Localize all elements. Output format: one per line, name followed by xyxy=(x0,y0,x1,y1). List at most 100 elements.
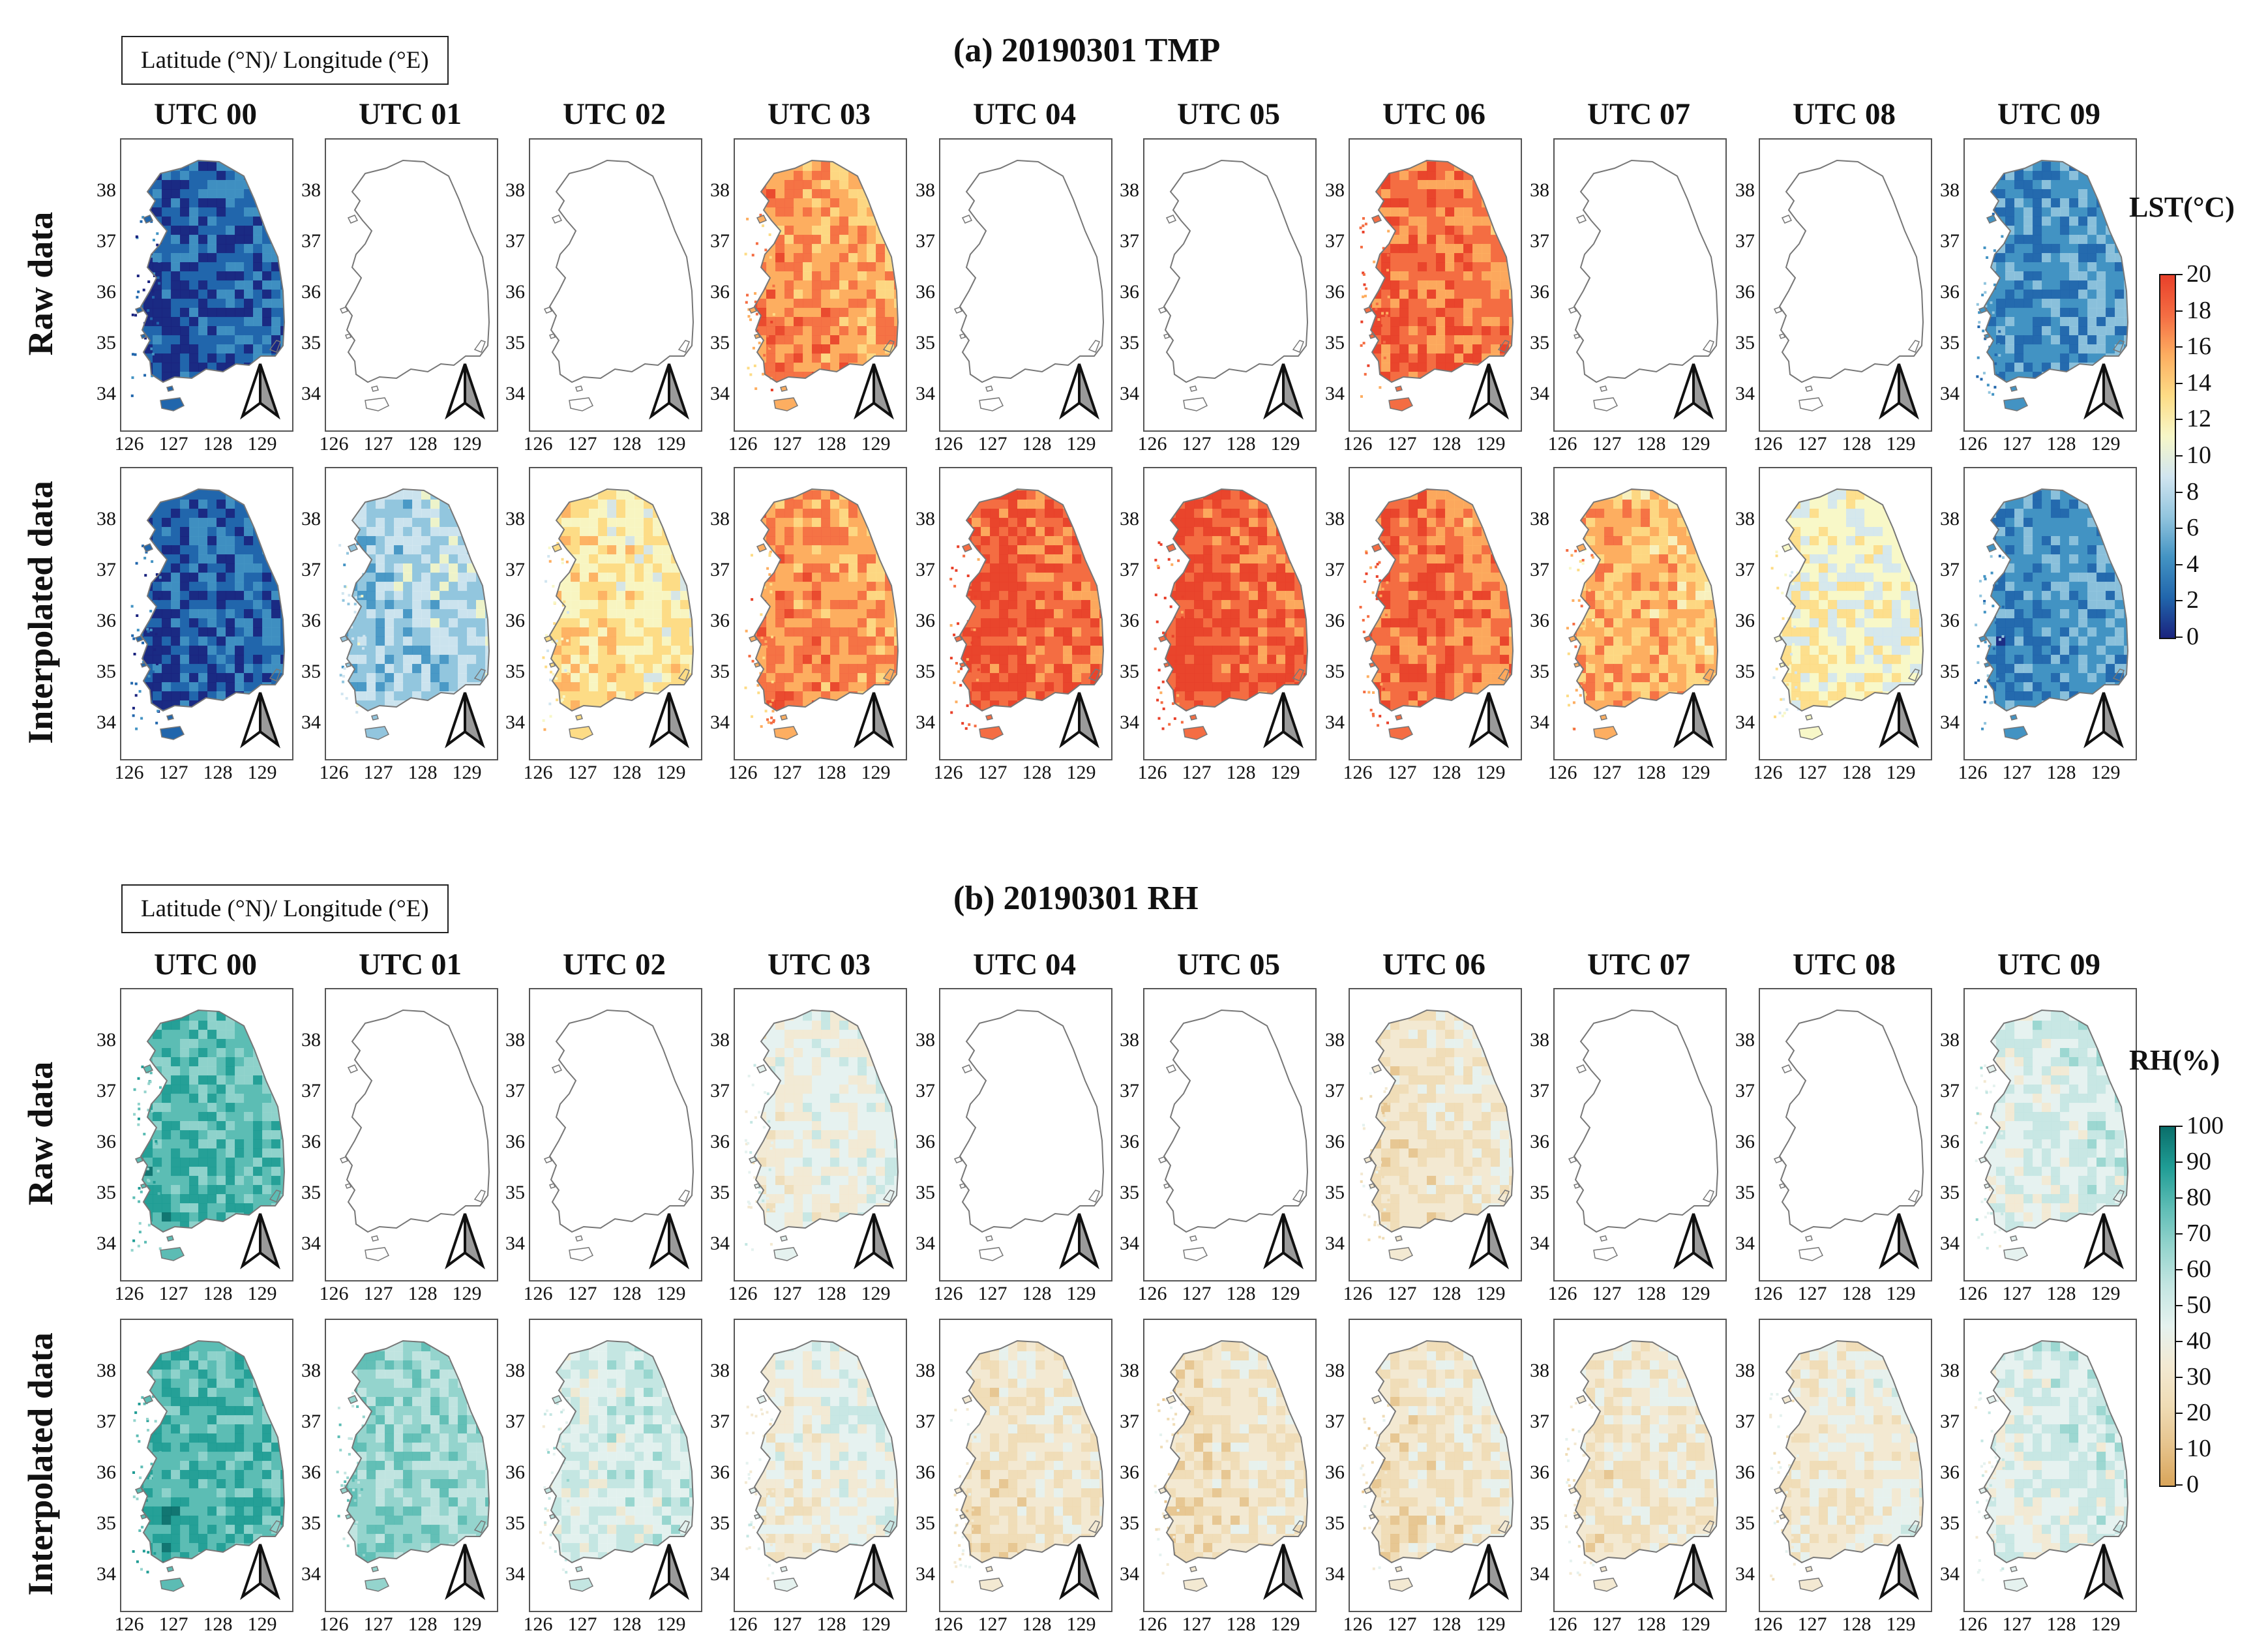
north-arrow-icon xyxy=(445,692,485,749)
lat-tick-label: 37 xyxy=(1325,230,1345,252)
lon-tick-label: 129 xyxy=(1270,762,1300,783)
lat-tick-label: 36 xyxy=(97,1131,116,1152)
lat-tick-label: 38 xyxy=(1735,179,1755,201)
lon-tick-label: 129 xyxy=(1680,1613,1710,1635)
lon-tick-label: 129 xyxy=(247,1283,277,1304)
lat-tick-label: 34 xyxy=(1735,1233,1755,1254)
lon-tick-label: 126 xyxy=(1343,1613,1373,1635)
colorbar-tick-label: 6 xyxy=(2186,514,2199,542)
map-panel: 38 37 36 35 34 126 127 128 129 xyxy=(1325,138,1522,454)
colorbar-tick xyxy=(2175,1377,2183,1378)
lat-tick-label: 36 xyxy=(1120,1131,1139,1152)
lat-tick-label: 36 xyxy=(710,281,730,303)
column-header: UTC 03 xyxy=(768,97,871,131)
coastline xyxy=(1368,1009,1514,1233)
lon-tick-label: 127 xyxy=(2002,1283,2032,1304)
lon-tick-label: 128 xyxy=(203,1613,233,1635)
lon-tick-label: 129 xyxy=(2091,1613,2121,1635)
lat-tick-label: 35 xyxy=(505,661,525,682)
lat-tick-label: 37 xyxy=(710,1411,730,1432)
lat-tick-label: 37 xyxy=(301,1080,321,1101)
lon-tick-label: 129 xyxy=(1680,1283,1710,1304)
lon-tick-label: 129 xyxy=(1066,1613,1096,1635)
lat-tick-label: 35 xyxy=(710,332,730,353)
north-arrow-icon xyxy=(649,1213,689,1270)
map-panel: 38 37 36 35 34 126 127 128 129 xyxy=(1940,138,2137,454)
lat-tick-label: 34 xyxy=(97,383,116,404)
lat-tick-label: 34 xyxy=(1530,1233,1549,1254)
lat-tick-label: 38 xyxy=(1940,1029,1960,1051)
lon-tick-label: 129 xyxy=(1270,433,1300,455)
lon-tick-label: 126 xyxy=(1547,1283,1577,1304)
lat-tick-label: 35 xyxy=(97,332,116,353)
column-header: UTC 05 xyxy=(1177,948,1280,981)
map-panel: 38 37 36 35 34 126 127 128 129 xyxy=(710,988,907,1304)
lat-tick-label: 37 xyxy=(505,1080,525,1101)
colorbar-tick xyxy=(2175,1484,2183,1486)
lat-tick-label: 37 xyxy=(1120,1411,1139,1432)
row-label: Interpolated data xyxy=(21,481,60,744)
lat-tick-label: 36 xyxy=(1325,610,1345,631)
lon-tick-label: 127 xyxy=(1387,762,1417,783)
lon-tick-label: 126 xyxy=(1547,762,1577,783)
section-title: (b) 20190301 RH xyxy=(953,880,1199,917)
north-arrow-icon xyxy=(1879,1544,1919,1600)
lat-tick-label: 36 xyxy=(916,610,935,631)
lon-tick-label: 127 xyxy=(2002,433,2032,455)
colorbar-tick-label: 70 xyxy=(2186,1220,2211,1247)
column-header: UTC 01 xyxy=(359,948,462,981)
north-arrow-icon xyxy=(2083,1213,2124,1270)
lat-tick-label: 36 xyxy=(97,610,116,631)
lon-tick-label: 127 xyxy=(977,433,1007,455)
lat-tick-label: 37 xyxy=(916,1411,935,1432)
north-arrow-icon xyxy=(1263,1213,1304,1270)
coastline xyxy=(1163,159,1309,383)
lat-tick-label: 37 xyxy=(916,230,935,252)
lat-tick-label: 34 xyxy=(1120,1233,1139,1254)
map-panel: 38 37 36 35 34 126 127 128 129 xyxy=(710,138,907,454)
lat-tick-label: 34 xyxy=(97,712,116,733)
lon-tick-label: 126 xyxy=(523,762,553,783)
lon-tick-label: 126 xyxy=(1343,762,1373,783)
lon-tick-label: 128 xyxy=(1022,1613,1052,1635)
lat-tick-label: 34 xyxy=(505,383,525,404)
lat-tick-label: 38 xyxy=(1325,508,1345,530)
colorbar-tick xyxy=(2175,1269,2183,1270)
lat-tick-label: 37 xyxy=(1940,1411,1960,1432)
lat-tick-label: 37 xyxy=(1530,1080,1549,1101)
lat-tick-label: 35 xyxy=(1120,332,1139,353)
lat-tick-label: 37 xyxy=(505,559,525,580)
lon-tick-label: 127 xyxy=(977,1613,1007,1635)
lat-tick-label: 37 xyxy=(1120,1080,1139,1101)
map-panel: 38 37 36 35 34 126 127 128 129 xyxy=(1120,467,1317,783)
lat-tick-label: 37 xyxy=(710,230,730,252)
lon-tick-label: 129 xyxy=(1066,433,1096,455)
lat-tick-label: 37 xyxy=(97,559,116,580)
lat-tick-label: 37 xyxy=(1120,559,1139,580)
lat-tick-label: 35 xyxy=(1735,332,1755,353)
lon-tick-label: 126 xyxy=(319,1613,349,1635)
lat-tick-label: 38 xyxy=(1940,1360,1960,1381)
lon-tick-label: 128 xyxy=(1226,1613,1256,1635)
map-panel: 38 37 36 35 34 126 127 128 129 xyxy=(97,138,293,454)
column-header: UTC 07 xyxy=(1587,948,1690,981)
north-arrow-icon xyxy=(649,692,689,749)
lat-tick-label: 37 xyxy=(1325,1411,1345,1432)
coastline xyxy=(1163,1009,1309,1233)
lat-tick-label: 38 xyxy=(1120,1029,1139,1051)
coastal-islands xyxy=(1770,546,1800,719)
colorbar-tick xyxy=(2175,563,2183,565)
coastal-islands xyxy=(744,550,775,728)
lat-tick-label: 34 xyxy=(505,1563,525,1585)
colorbar xyxy=(2159,274,2176,639)
north-arrow-icon xyxy=(854,1544,894,1600)
lat-tick-label: 36 xyxy=(301,1131,321,1152)
lat-tick-label: 35 xyxy=(301,332,321,353)
lon-tick-label: 127 xyxy=(1182,1613,1212,1635)
map-panel: 38 37 36 35 34 126 127 128 129 xyxy=(505,988,702,1304)
north-arrow-icon xyxy=(445,1544,485,1600)
colorbar-tick-label: 4 xyxy=(2186,550,2199,578)
lon-tick-label: 129 xyxy=(656,433,686,455)
lon-tick-label: 128 xyxy=(1636,433,1666,455)
lon-tick-label: 128 xyxy=(1636,1613,1666,1635)
